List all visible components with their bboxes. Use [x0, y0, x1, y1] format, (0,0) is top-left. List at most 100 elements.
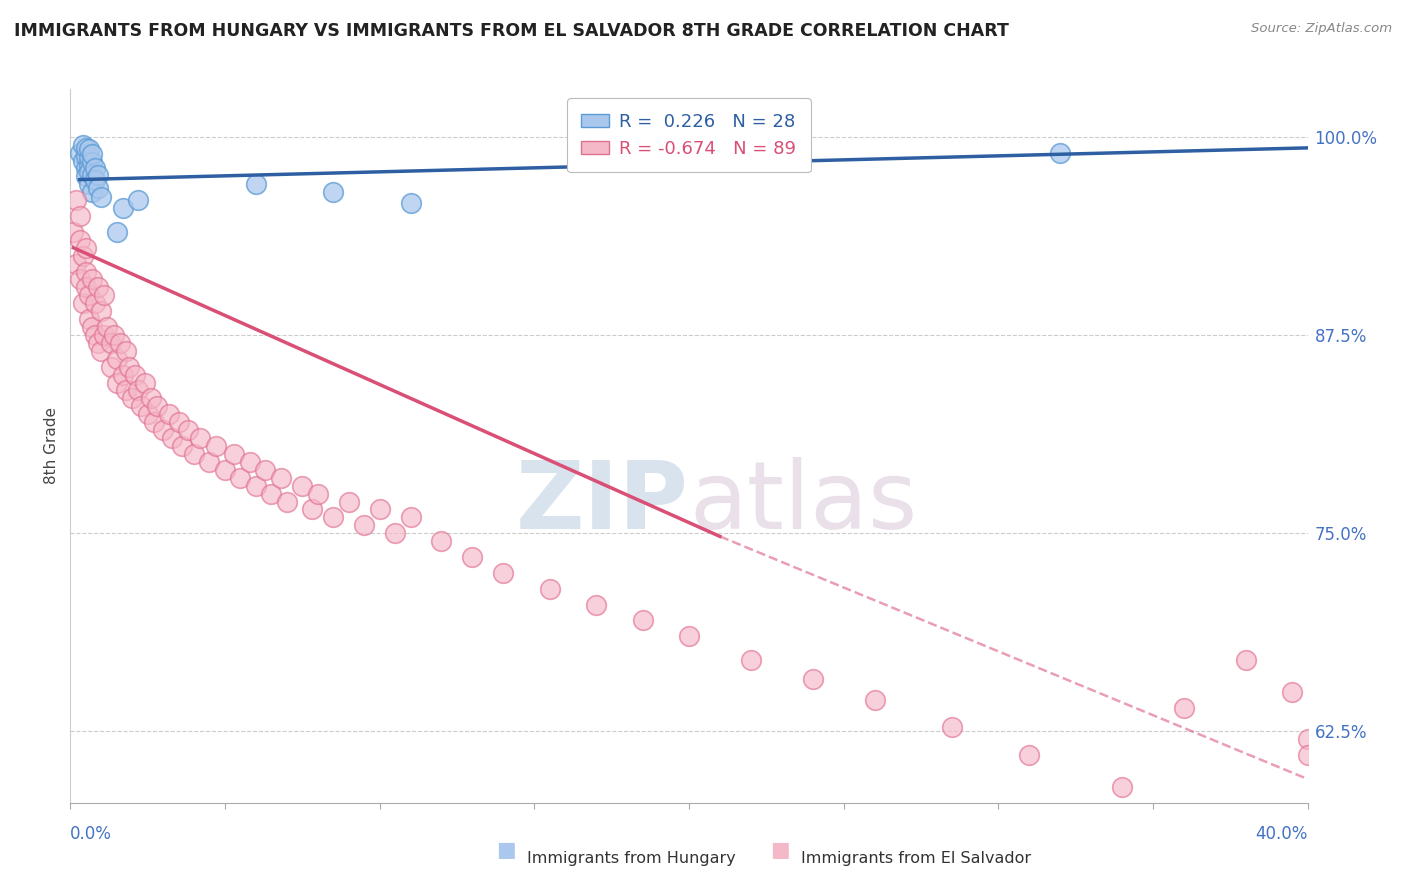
Point — [678, 629, 700, 643]
Point — [430, 534, 453, 549]
Point — [69, 233, 91, 247]
Point — [87, 280, 110, 294]
Point — [93, 328, 115, 343]
Point — [801, 672, 824, 686]
Point — [399, 510, 422, 524]
Point — [1173, 700, 1195, 714]
Point — [90, 190, 112, 204]
Point — [384, 526, 406, 541]
Point — [941, 720, 963, 734]
Point — [157, 407, 180, 421]
Point — [121, 392, 143, 406]
Point — [631, 614, 654, 628]
Point — [77, 178, 100, 192]
Point — [337, 494, 360, 508]
Point — [167, 415, 190, 429]
Point — [75, 141, 97, 155]
Point — [183, 447, 205, 461]
Point — [260, 486, 283, 500]
Text: Immigrants from El Salvador: Immigrants from El Salvador — [801, 851, 1032, 865]
Point — [198, 455, 221, 469]
Point — [139, 392, 162, 406]
Point — [224, 447, 246, 461]
Point — [80, 320, 103, 334]
Point — [188, 431, 211, 445]
Text: Source: ZipAtlas.com: Source: ZipAtlas.com — [1251, 22, 1392, 36]
Legend: R =  0.226   N = 28, R = -0.674   N = 89: R = 0.226 N = 28, R = -0.674 N = 89 — [567, 98, 811, 172]
Point — [162, 431, 184, 445]
Point — [108, 335, 131, 350]
Point — [65, 193, 87, 207]
Point — [84, 161, 107, 176]
Point — [75, 169, 97, 184]
Point — [75, 241, 97, 255]
Point — [152, 423, 174, 437]
Point — [353, 518, 375, 533]
Point — [72, 153, 94, 168]
Point — [111, 368, 134, 382]
Point — [77, 150, 100, 164]
Point — [127, 384, 149, 398]
Point — [322, 510, 344, 524]
Point — [65, 257, 87, 271]
Point — [1296, 748, 1319, 763]
Point — [69, 145, 91, 160]
Point — [118, 359, 141, 374]
Point — [492, 566, 515, 580]
Point — [307, 486, 329, 500]
Point — [84, 328, 107, 343]
Point — [87, 335, 110, 350]
Point — [69, 272, 91, 286]
Point — [77, 312, 100, 326]
Point — [77, 158, 100, 172]
Point — [1049, 145, 1071, 160]
Point — [75, 149, 97, 163]
Point — [538, 582, 561, 596]
Text: ZIP: ZIP — [516, 457, 689, 549]
Point — [127, 193, 149, 207]
Point — [115, 343, 138, 358]
Point — [87, 168, 110, 182]
Point — [77, 164, 100, 178]
Point — [80, 155, 103, 169]
Point — [863, 692, 886, 706]
Text: atlas: atlas — [689, 457, 917, 549]
Point — [229, 471, 252, 485]
Point — [75, 264, 97, 278]
Point — [146, 400, 169, 414]
Point — [75, 161, 97, 176]
Point — [177, 423, 200, 437]
Point — [204, 439, 226, 453]
Point — [77, 288, 100, 302]
Point — [291, 478, 314, 492]
Point — [254, 463, 277, 477]
Point — [124, 368, 146, 382]
Point — [93, 288, 115, 302]
Point — [1234, 653, 1257, 667]
Point — [72, 296, 94, 310]
Point — [80, 168, 103, 182]
Point — [214, 463, 236, 477]
Point — [111, 201, 134, 215]
Point — [245, 178, 267, 192]
Point — [1111, 780, 1133, 794]
Text: 40.0%: 40.0% — [1256, 825, 1308, 843]
Point — [142, 415, 165, 429]
Y-axis label: 8th Grade: 8th Grade — [44, 408, 59, 484]
Point — [90, 343, 112, 358]
Text: 0.0%: 0.0% — [70, 825, 112, 843]
Point — [1281, 685, 1303, 699]
Point — [105, 225, 128, 239]
Point — [136, 407, 159, 421]
Point — [1018, 748, 1040, 763]
Point — [100, 359, 122, 374]
Point — [301, 502, 323, 516]
Point — [131, 400, 153, 414]
Point — [245, 478, 267, 492]
Point — [90, 304, 112, 318]
Point — [585, 598, 607, 612]
Point — [170, 439, 193, 453]
Point — [75, 280, 97, 294]
Point — [77, 143, 100, 157]
Text: ■: ■ — [496, 840, 516, 860]
